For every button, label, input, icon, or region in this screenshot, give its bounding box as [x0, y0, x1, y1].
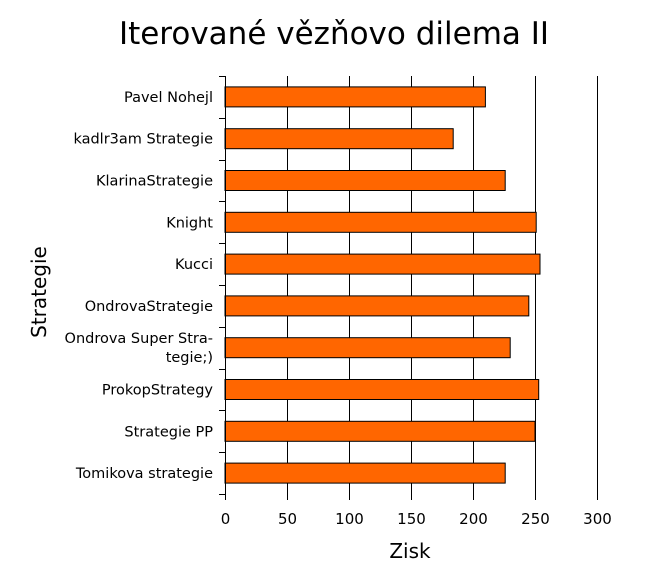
axes: [219, 76, 598, 500]
x-tick-label: 100: [335, 510, 364, 528]
bar: [224, 420, 536, 442]
category-label: Pavel Nohejl: [124, 90, 213, 106]
bar: [224, 170, 506, 191]
category-label: Strategie PP: [124, 424, 213, 440]
bar: [224, 295, 530, 317]
category-label: ProkopStrategy: [102, 383, 214, 399]
x-tick-labels: 0 50 100 150 200 250 300: [221, 510, 612, 528]
bar: [224, 337, 511, 359]
bar: [224, 379, 540, 400]
x-tick-label: 0: [221, 510, 231, 528]
category-label: KlarinaStrategie: [96, 174, 213, 190]
x-axis-label: Zisk: [389, 539, 431, 563]
category-label: Tomikova strategie: [75, 466, 213, 482]
x-tick-label: 150: [397, 510, 426, 528]
bar: [224, 128, 454, 150]
bar: [224, 253, 541, 275]
bars: [224, 86, 541, 484]
y-axis-label: Strategie: [27, 246, 51, 338]
category-label: Kucci: [175, 257, 213, 273]
category-label: Ondrova Super Stra-: [65, 331, 213, 347]
x-tick-label: 200: [459, 510, 488, 528]
chart-title: Iterované vězňovo dilema II: [119, 16, 549, 52]
category-label: tegie;): [166, 350, 213, 366]
bar: [224, 462, 506, 484]
bar: [224, 86, 486, 108]
category-label: Knight: [166, 215, 213, 231]
category-labels: Pavel Nohejl kadlr3am Strategie KlarinaStr…: [65, 90, 214, 482]
category-label: kadlr3am Strategie: [73, 132, 213, 148]
x-tick-label: 300: [583, 510, 612, 528]
bar: [224, 211, 537, 233]
x-tick-label: 250: [521, 510, 550, 528]
x-tick-label: 50: [278, 510, 297, 528]
category-label: OndrovaStrategie: [85, 299, 213, 315]
